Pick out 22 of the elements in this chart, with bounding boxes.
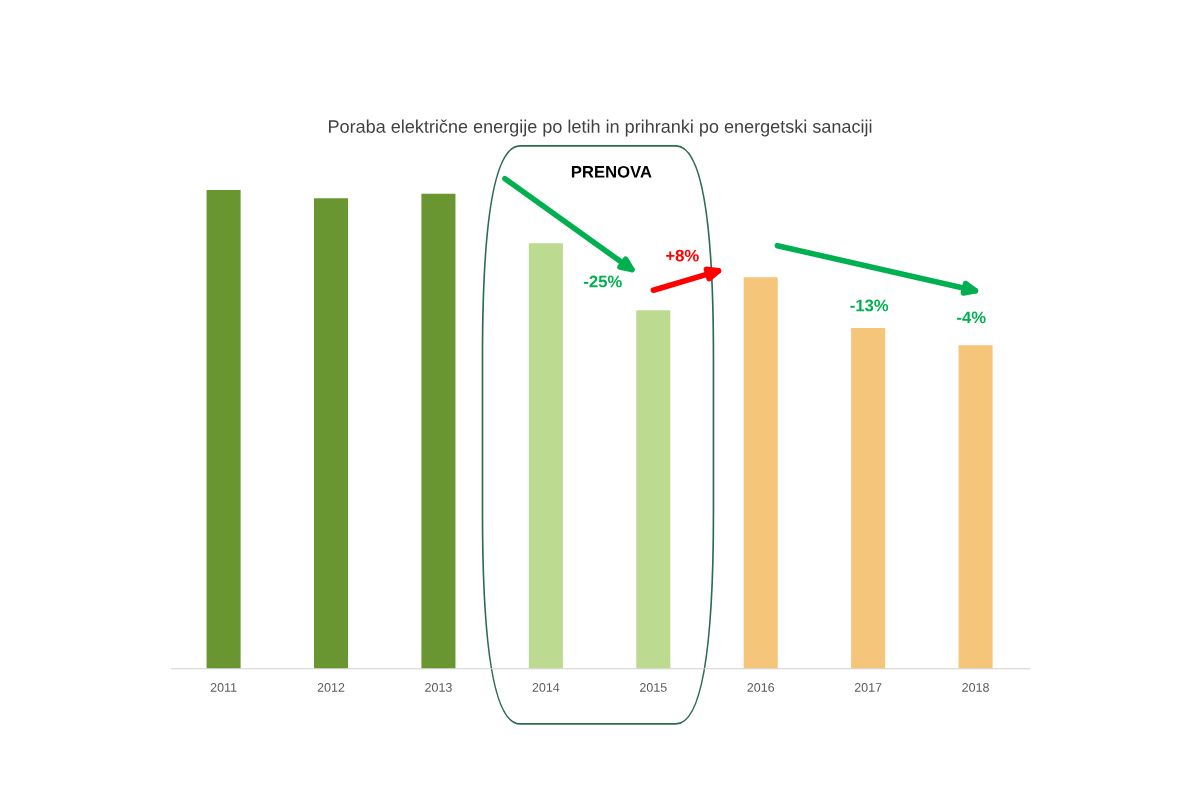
bar [313, 198, 349, 669]
chart-title: Poraba električne energije po letih in prihranki po energetski sanaciji [329, 119, 872, 137]
bar [851, 327, 886, 669]
bar [743, 277, 778, 669]
annotation: -4% [957, 311, 986, 324]
bar [528, 243, 563, 669]
x-tick-label: 2017 [854, 683, 882, 692]
annotation: -25% [584, 275, 622, 288]
annotation: -13% [850, 299, 889, 312]
x-tick-label: 2011 [210, 683, 237, 692]
x-tick-label: 2018 [962, 683, 989, 692]
bar [206, 190, 241, 669]
bar [958, 345, 993, 669]
x-tick-label: 2015 [640, 683, 667, 692]
x-tick-label: 2012 [317, 683, 345, 692]
x-tick-label: 2014 [532, 683, 560, 692]
annotation: +8% [666, 249, 699, 262]
bar [636, 310, 671, 669]
x-tick-label: 2013 [425, 683, 452, 692]
bar [421, 193, 456, 669]
text: PRENOVA [571, 165, 652, 178]
x-tick-label: 2016 [747, 683, 775, 692]
